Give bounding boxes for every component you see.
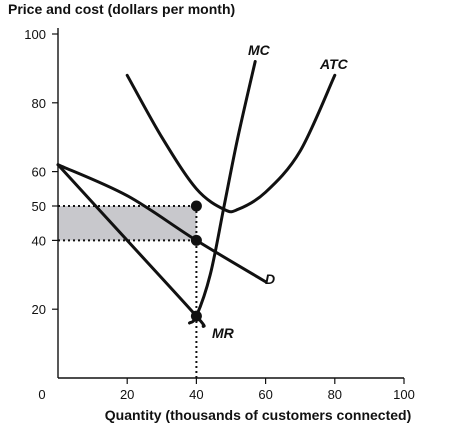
- x-tick-label: 100: [393, 387, 415, 402]
- profit-area: [58, 206, 197, 241]
- x-tick-label: 40: [189, 387, 203, 402]
- x-tick-label: 20: [120, 387, 134, 402]
- y-tick-label: 100: [24, 27, 46, 42]
- point-group: [190, 200, 202, 322]
- x-tick-label: 80: [328, 387, 342, 402]
- mc-label: MC: [248, 42, 271, 58]
- marked-point: [190, 310, 202, 322]
- mr-curve: [56, 163, 206, 328]
- x-axis-title: Quantity (thousands of customers connect…: [105, 407, 411, 423]
- y-tick-label: 40: [32, 233, 46, 248]
- marked-point: [190, 200, 202, 212]
- y-tick-label: 60: [32, 165, 46, 180]
- x-tick-label: 0: [38, 387, 45, 402]
- tick-group: 0 20 40 60 80 100 20 40 50 60 80 100: [24, 27, 415, 402]
- y-axis-title: Price and cost (dollars per month): [8, 1, 235, 17]
- y-tick-label: 50: [32, 199, 46, 214]
- atc-label: ATC: [319, 56, 349, 72]
- x-tick-label: 60: [258, 387, 272, 402]
- marked-point: [190, 234, 202, 246]
- mr-label: MR: [212, 325, 235, 341]
- demand-label: D: [265, 271, 275, 287]
- d-curve: [56, 163, 268, 284]
- y-tick-label: 80: [32, 96, 46, 111]
- atc-curve: [125, 73, 337, 214]
- guide-lines: [58, 205, 198, 378]
- y-tick-label: 20: [32, 302, 46, 317]
